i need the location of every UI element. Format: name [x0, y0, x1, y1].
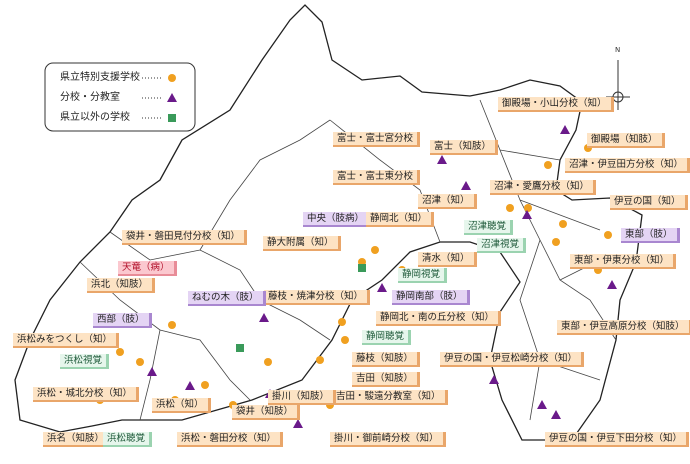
- school-label: 静岡北・南の丘分校（知）: [376, 311, 502, 326]
- markers: [96, 125, 617, 428]
- school-marker: [168, 321, 176, 329]
- school-marker: [201, 381, 209, 389]
- school-label: 浜松みをつくし（知）: [13, 333, 120, 348]
- school-label: 浜松（知）: [152, 398, 211, 413]
- school-marker: [437, 155, 447, 164]
- school-marker: [316, 356, 324, 364]
- school-marker: [371, 246, 379, 254]
- school-label: 静大附属（知）: [263, 236, 341, 251]
- school-label: 東部・伊東分校（知）: [570, 254, 677, 269]
- school-marker: [116, 348, 124, 356]
- school-label: 浜松聴覚: [103, 432, 153, 447]
- prefecture-outline: [14, 4, 643, 441]
- school-marker: [537, 400, 547, 409]
- legend-square: [168, 114, 176, 122]
- school-marker: [147, 367, 157, 376]
- school-marker: [377, 283, 387, 292]
- school-marker: [461, 181, 471, 190]
- school-label: 富士・富士東分校: [333, 170, 421, 185]
- school-marker: [338, 318, 346, 326]
- school-label: 御殿場・小山分校（知）: [498, 97, 614, 112]
- school-label: 静岡視覚: [398, 268, 448, 283]
- legend-triangle: [167, 93, 177, 102]
- school-marker: [264, 358, 272, 366]
- school-marker: [341, 336, 349, 344]
- school-label: 静岡南部（肢）: [392, 290, 470, 305]
- school-marker: [358, 264, 366, 272]
- school-label: 東部（肢）: [621, 228, 680, 243]
- district-lines: [79, 99, 617, 421]
- school-label: 伊豆の国（知）: [610, 195, 688, 210]
- school-marker: [560, 125, 570, 134]
- school-label: 東部・伊豆高原分校（知肢）: [557, 320, 690, 335]
- school-label: 中央（肢病）: [303, 212, 372, 227]
- school-label: 藤枝・焼津分校（知）: [264, 290, 371, 305]
- school-label: 袋井（知肢）: [232, 405, 301, 420]
- school-label: 浜北（知肢）: [87, 278, 156, 293]
- school-marker: [544, 161, 552, 169]
- school-label: 袋井・磐田見付分校（知）: [122, 230, 248, 245]
- school-marker: [607, 280, 617, 289]
- school-marker: [136, 358, 144, 366]
- legend-box: [44, 62, 196, 132]
- school-label: 静岡北（知）: [366, 212, 435, 227]
- school-label: 沼津・伊豆田方分校（知）: [565, 158, 690, 173]
- school-label: 吉田・駿遠分教室（知）: [332, 390, 448, 405]
- legend-text: 県立特別支援学校: [60, 72, 140, 83]
- school-marker: [259, 313, 269, 322]
- school-marker: [522, 210, 532, 219]
- school-marker: [185, 381, 195, 390]
- school-marker: [524, 204, 532, 212]
- school-label: 沼津視覚: [477, 238, 527, 253]
- school-label: 掛川・御前崎分校（知）: [330, 432, 446, 447]
- school-marker: [489, 375, 499, 384]
- school-label: 沼津聴覚: [464, 220, 514, 235]
- school-marker: [293, 419, 303, 428]
- school-label: 伊豆の国・伊豆下田分校（知）: [545, 432, 690, 447]
- school-label: 浜松・磐田分校（知）: [177, 432, 284, 447]
- school-label: 富士・富士宮分校: [333, 132, 421, 147]
- school-marker: [552, 238, 560, 246]
- school-label: 伊豆の国・伊豆松崎分校（知）: [440, 352, 585, 367]
- school-marker: [604, 231, 612, 239]
- school-label: 浜松視覚: [60, 354, 110, 369]
- school-marker: [506, 204, 514, 212]
- school-label: 藤枝（知肢）: [352, 352, 421, 367]
- school-label: 清水（知）: [418, 252, 477, 267]
- school-label: 天竜（病）: [118, 261, 177, 276]
- school-marker: [236, 344, 244, 352]
- legend-circle: [168, 74, 176, 82]
- school-label: 掛川（知肢）: [268, 390, 337, 405]
- school-marker: [559, 220, 567, 228]
- school-label: ねむの木（肢）: [188, 291, 266, 306]
- school-marker: [551, 410, 561, 419]
- school-label: 富士（知肢）: [430, 140, 499, 155]
- compass-n: N: [615, 46, 620, 54]
- school-label: 吉田（知肢）: [352, 372, 421, 387]
- legend-text: 分校・分教室: [60, 92, 120, 103]
- school-label: 浜松・城北分校（知）: [33, 387, 140, 402]
- school-label: 西部（肢）: [93, 313, 152, 328]
- school-label: 御殿場（知肢）: [587, 133, 665, 148]
- school-label: 沼津・愛鷹分校（知）: [490, 180, 597, 195]
- legend-text: 県立以外の学校: [60, 112, 130, 123]
- school-label: 浜名（知肢）: [43, 432, 112, 447]
- school-label: 静岡聴覚: [362, 330, 412, 345]
- school-label: 沼津（知）: [418, 194, 477, 209]
